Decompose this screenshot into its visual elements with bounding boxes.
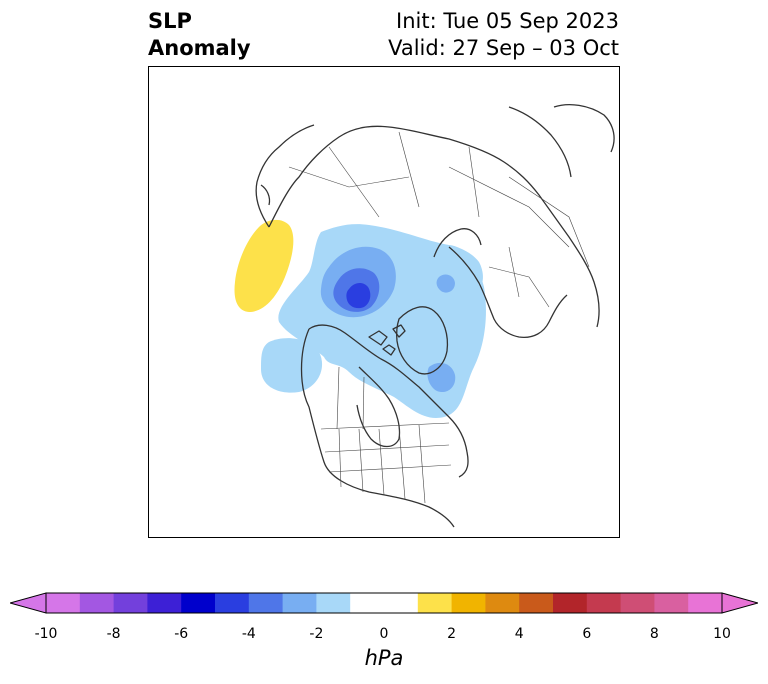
coast-eurasia	[268, 125, 600, 328]
map-panel	[148, 66, 620, 538]
colorbar-tick-label: 4	[514, 626, 524, 642]
title-variable-line1: SLP	[148, 9, 192, 33]
coast-japan	[260, 184, 271, 206]
colorbar-box	[586, 593, 622, 613]
border-us-canada	[320, 422, 450, 430]
colorbar-box	[384, 593, 419, 613]
colorbar-tick-label: 2	[447, 626, 457, 642]
coast-east-asia	[255, 124, 315, 228]
border-europe-1	[488, 266, 550, 308]
title-variable: SLP Anomaly	[148, 8, 251, 62]
border-russia-2	[398, 131, 420, 208]
colorbar-box	[654, 593, 689, 613]
colorbar-box	[620, 593, 655, 613]
colorbar-tick-label: -10	[34, 626, 58, 642]
negative-anomaly-arctic-ocean	[346, 283, 371, 309]
colorbar-box	[417, 593, 453, 613]
border-asia-south	[508, 176, 590, 268]
colorbar-tick-label: -2	[309, 626, 324, 642]
colorbar-units: hPa	[364, 646, 404, 670]
colorbar-box	[215, 593, 250, 613]
colorbar-tick-label: 8	[649, 626, 659, 642]
colorbar-box	[519, 593, 554, 613]
border-us-states-h1	[324, 444, 450, 453]
colorbar-box	[451, 593, 486, 613]
border-canada-prov-1	[336, 366, 340, 430]
border-us-states-2	[358, 428, 364, 493]
colorbar-box	[181, 593, 216, 613]
coast-scandinavia	[433, 228, 482, 258]
coast-far-east	[553, 104, 615, 153]
coast-europe	[448, 246, 568, 338]
border-china-1	[288, 166, 410, 188]
border-us-states-1	[338, 428, 342, 488]
colorbar-tick-label: 0	[379, 626, 389, 642]
border-russia-1	[328, 146, 380, 218]
title-dates: Init: Tue 05 Sep 2023 Valid: 27 Sep – 03…	[388, 8, 619, 62]
coast-arctic-islands	[368, 324, 406, 356]
coast-hudson-bay	[356, 366, 401, 448]
coastlines	[255, 104, 615, 528]
init-date: Init: Tue 05 Sep 2023	[396, 9, 619, 33]
colorbar	[10, 592, 758, 614]
colorbar-under-arrow	[10, 592, 47, 614]
colorbar-box	[79, 593, 115, 613]
colorbar-box	[113, 593, 148, 613]
colorbar-tick-label: 10	[713, 626, 731, 642]
colorbar-tick-label: -8	[106, 626, 121, 642]
colorbar-box	[350, 593, 385, 613]
border-us-states-4	[398, 426, 406, 500]
colorbar-outline	[45, 592, 723, 614]
colorbar-tick-label: -4	[241, 626, 256, 642]
border-canada-prov-2	[362, 376, 365, 430]
borders	[288, 131, 590, 504]
coast-europe-north	[508, 106, 572, 178]
border-europe-2	[508, 246, 520, 298]
coast-north-america	[300, 324, 469, 528]
colorbar-tick-label: -6	[174, 626, 189, 642]
colorbar-box	[316, 593, 351, 613]
colorbar-box	[485, 593, 520, 613]
border-asia-mid	[448, 166, 570, 248]
title-variable-line2: Anomaly	[148, 36, 251, 60]
border-russia-3	[468, 146, 480, 218]
polar-map	[234, 104, 615, 528]
border-us-states-5	[418, 424, 426, 504]
border-us-states-3	[378, 428, 385, 496]
colorbar-box	[688, 593, 723, 613]
colorbar-boxes	[46, 593, 723, 613]
colorbar-box	[553, 593, 588, 613]
colorbar-box	[46, 593, 81, 613]
coast-greenland	[395, 306, 449, 375]
valid-period: Valid: 27 Sep – 03 Oct	[388, 36, 619, 60]
border-us-states-h2	[328, 464, 452, 473]
negative-anomaly-bering-sea	[261, 338, 323, 393]
positive-anomaly-gulf-of-alaska	[234, 219, 294, 312]
negative-anomaly-medium-west	[436, 274, 455, 293]
colorbar-box	[248, 593, 284, 613]
colorbar-box	[147, 593, 182, 613]
colorbar-over-arrow	[721, 592, 758, 614]
anomaly-shading	[234, 219, 486, 418]
colorbar-tick-label: 6	[582, 626, 592, 642]
colorbar-box	[282, 593, 317, 613]
